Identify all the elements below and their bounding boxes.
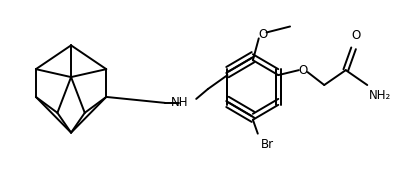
Text: O: O (298, 64, 307, 77)
Text: Br: Br (261, 138, 274, 151)
Text: O: O (351, 29, 360, 42)
Text: O: O (258, 28, 267, 41)
Text: NH: NH (171, 96, 188, 109)
Text: NH₂: NH₂ (369, 89, 392, 102)
